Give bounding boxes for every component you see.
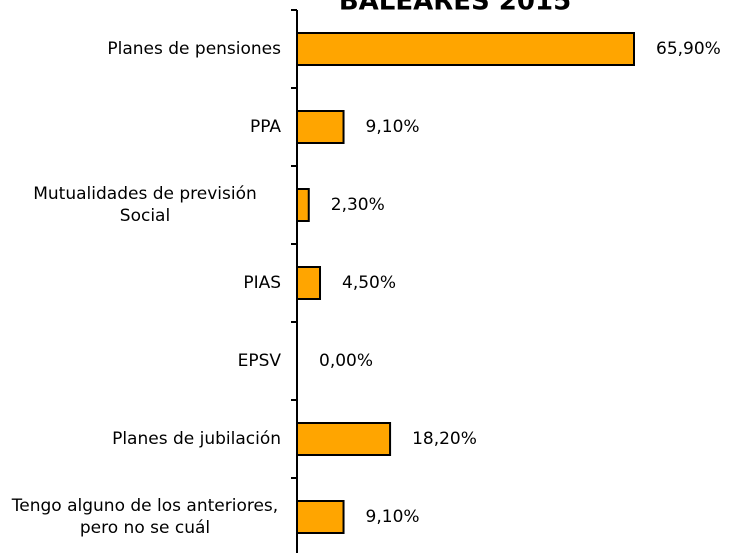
category-label-box: Planes de pensiones [9,38,281,60]
category-label: Planes de pensiones [107,39,281,59]
category-label: EPSV [237,351,281,371]
category-label-box: Mutualidades de previsión Social [9,183,281,227]
bar [296,110,345,144]
category-label-box: PPA [9,116,281,138]
bar [296,500,345,534]
data-label: 65,90% [656,39,721,59]
data-label: 9,10% [366,117,420,137]
category-label: PPA [249,117,281,137]
category-label-box: EPSV [9,350,281,372]
bar [296,32,635,66]
data-label: 9,10% [366,507,420,527]
bar [296,266,322,300]
data-label: 4,50% [342,273,396,293]
category-label: Mutualidades de previsión Social [33,184,257,226]
data-label: 18,20% [412,429,477,449]
category-label: Tengo alguno de los anteriores, pero no … [11,496,279,538]
chart-title: BALEARES 2015 [339,0,571,17]
category-label-box: Planes de jubilación [9,428,281,450]
category-label-box: PIAS [9,272,281,294]
data-label: 2,30% [331,195,385,215]
data-label: 0,00% [319,351,373,371]
category-label: PIAS [243,273,281,293]
bar [296,422,392,456]
category-label: Planes de jubilación [112,429,281,449]
bar [296,188,310,222]
category-label-box: Tengo alguno de los anteriores, pero no … [9,495,281,539]
